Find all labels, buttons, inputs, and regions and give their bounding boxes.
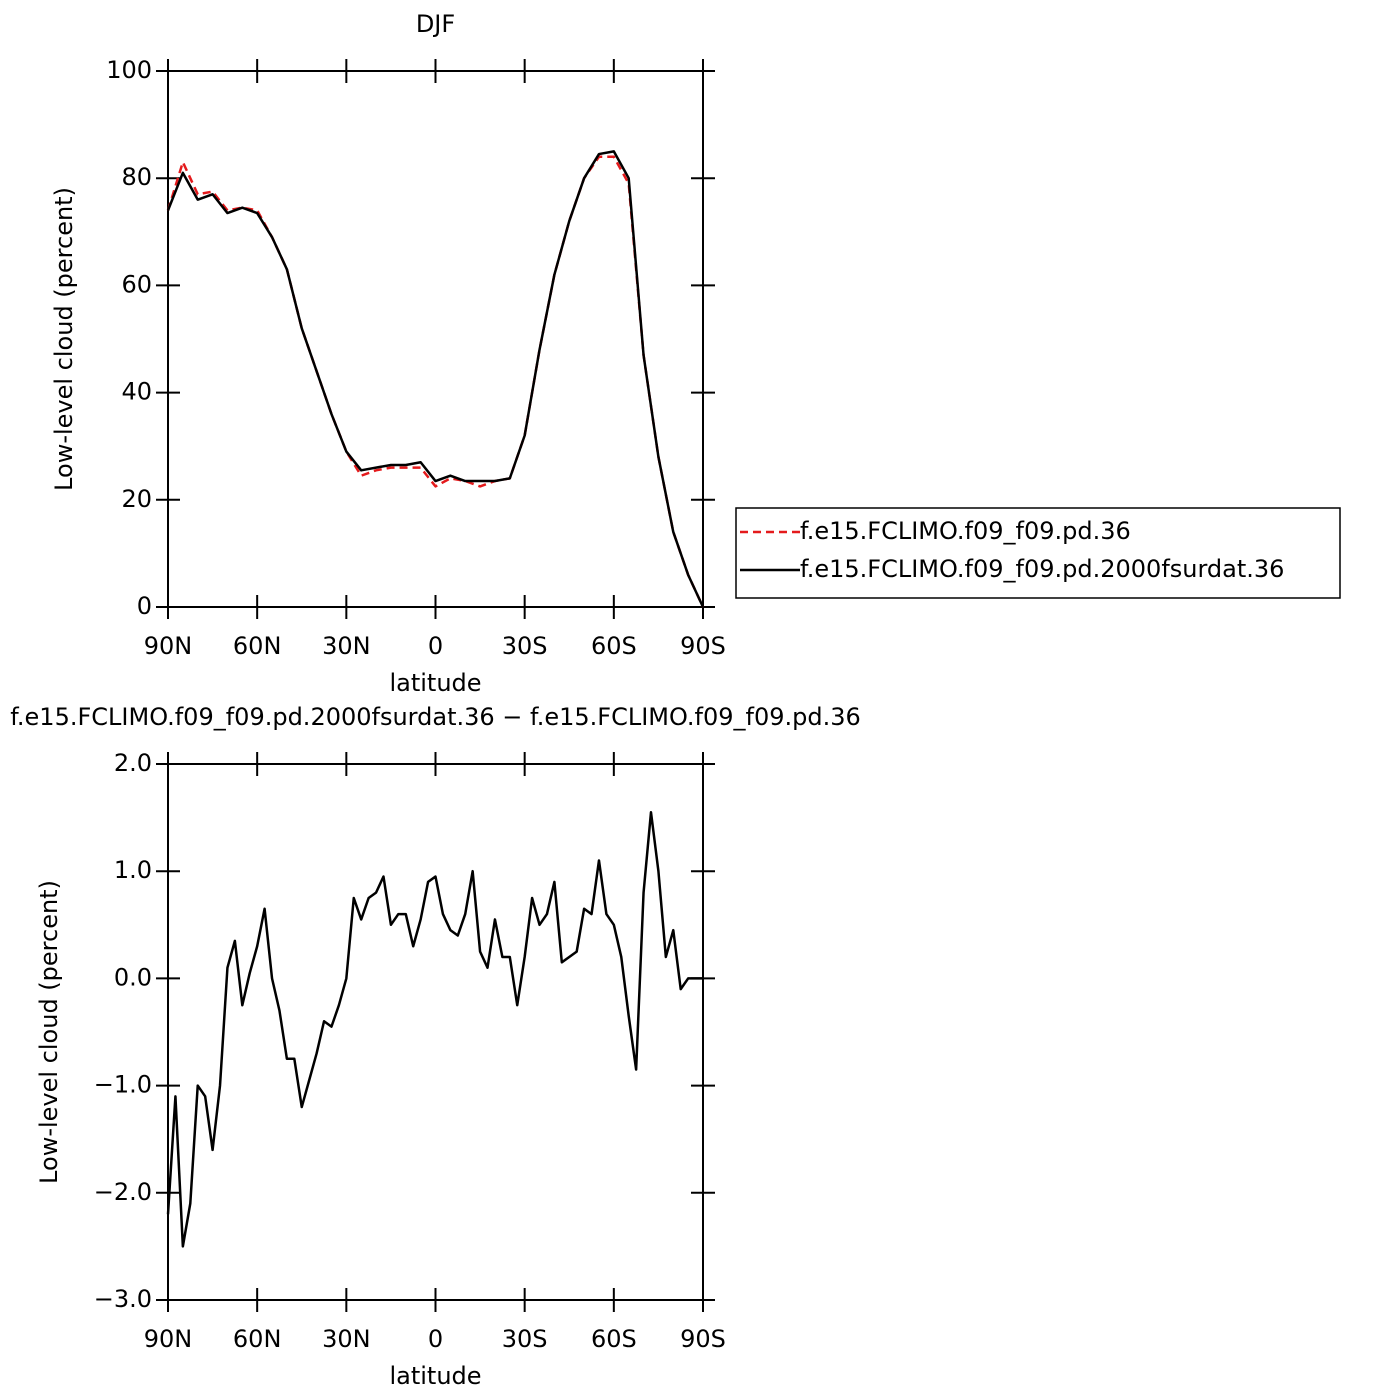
x-tick-label: 0 xyxy=(428,1325,443,1353)
y-axis-label: Low-level cloud (percent) xyxy=(50,187,78,491)
y-tick-label: −3.0 xyxy=(94,1285,152,1313)
y-tick-label: −2.0 xyxy=(94,1178,152,1206)
plot-frame xyxy=(167,763,704,1301)
x-axis-label: latitude xyxy=(389,669,481,697)
x-axis-label: latitude xyxy=(389,1362,481,1390)
x-tick-label: 90N xyxy=(144,632,193,660)
data-line xyxy=(166,150,705,608)
x-tick-label: 60N xyxy=(233,632,282,660)
x-tick-label: 60S xyxy=(591,1325,637,1353)
y-tick-label: 60 xyxy=(121,270,152,298)
x-tick-label: 90N xyxy=(144,1325,193,1353)
data-line xyxy=(166,810,703,1248)
legend-box xyxy=(735,507,1341,599)
chart-title: f.e15.FCLIMO.f09_f09.pd.2000fsurdat.36 −… xyxy=(10,703,861,731)
y-tick-label: 1.0 xyxy=(114,856,152,884)
y-tick-label: −1.0 xyxy=(94,1071,152,1099)
y-tick-label: 80 xyxy=(121,163,152,191)
y-tick-label: 0 xyxy=(137,592,152,620)
x-tick-label: 60N xyxy=(233,1325,282,1353)
y-axis-label: Low-level cloud (percent) xyxy=(35,880,63,1184)
y-tick-label: 2.0 xyxy=(114,749,152,777)
x-tick-label: 30S xyxy=(502,1325,548,1353)
legend-label: f.e15.FCLIMO.f09_f09.pd.36 xyxy=(800,517,1131,545)
x-tick-label: 30N xyxy=(322,632,371,660)
x-tick-label: 90S xyxy=(680,1325,726,1353)
plot-frame xyxy=(167,70,704,608)
y-tick-label: 0.0 xyxy=(114,963,152,991)
y-tick-label: 100 xyxy=(106,56,152,84)
legend-label: f.e15.FCLIMO.f09_f09.pd.2000fsurdat.36 xyxy=(800,555,1284,583)
chart-title: DJF xyxy=(416,10,455,38)
x-tick-label: 60S xyxy=(591,632,637,660)
x-tick-label: 90S xyxy=(680,632,726,660)
y-tick-label: 20 xyxy=(121,485,152,513)
x-tick-label: 30S xyxy=(502,632,548,660)
data-line xyxy=(166,155,705,608)
y-tick-label: 40 xyxy=(121,378,152,406)
x-tick-label: 0 xyxy=(428,632,443,660)
x-tick-label: 30N xyxy=(322,1325,371,1353)
